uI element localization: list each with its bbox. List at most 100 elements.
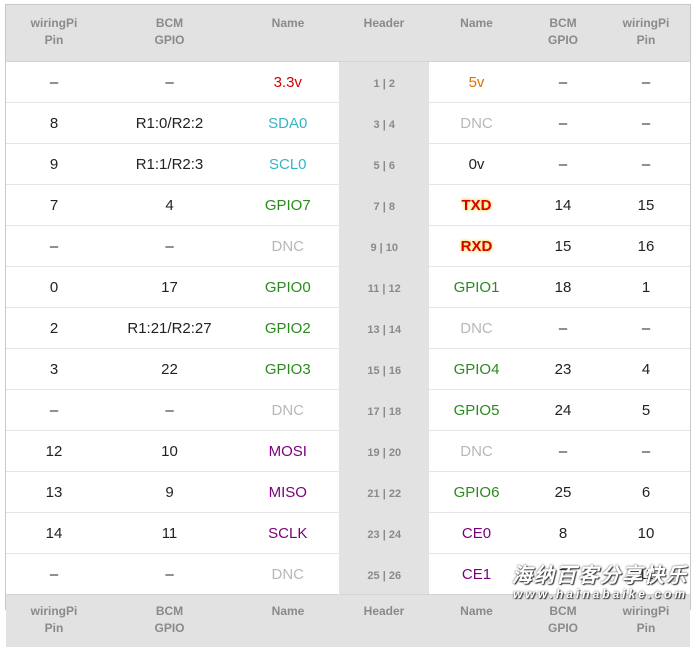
right-pin-name-cell: 5v [429, 62, 524, 103]
right-bcm-gpio-cell: 18 [524, 267, 602, 308]
col-header-right-name: Name [429, 5, 524, 62]
left-wiringpi-pin-cell: 3 [6, 349, 102, 390]
left-bcm-gpio-cell: – [102, 226, 237, 267]
right-pin-name-cell: GPIO5 [429, 390, 524, 431]
pinout-table: wiringPi Pin BCM GPIO Name Header Name B… [6, 5, 690, 647]
right-wiringpi-pin-cell: – [602, 62, 690, 103]
right-bcm-gpio-cell: 14 [524, 185, 602, 226]
right-wiringpi-pin-cell: – [602, 144, 690, 185]
header-pin-cell: 3 | 4 [339, 103, 429, 144]
left-wiringpi-pin-cell: 7 [6, 185, 102, 226]
left-pin-name-cell: DNC [237, 390, 339, 431]
header-pin-cell: 19 | 20 [339, 431, 429, 472]
watermark-text: 海纳百客分享快乐 [512, 565, 688, 587]
header-row-top: wiringPi Pin BCM GPIO Name Header Name B… [6, 5, 690, 62]
footer-header-header: Header [339, 595, 429, 647]
right-bcm-gpio-cell: 15 [524, 226, 602, 267]
right-wiringpi-pin-cell: – [602, 103, 690, 144]
left-wiringpi-pin-cell: – [6, 62, 102, 103]
left-bcm-gpio-cell: 17 [102, 267, 237, 308]
right-pin-name-cell: DNC [429, 308, 524, 349]
footer-header-right-bcm-gpio: BCM GPIO [524, 595, 602, 647]
left-bcm-gpio-cell: 10 [102, 431, 237, 472]
right-wiringpi-pin-cell: 1 [602, 267, 690, 308]
header-pin-cell: 23 | 24 [339, 513, 429, 554]
right-bcm-gpio-cell: – [524, 103, 602, 144]
header-row-bottom: wiringPi Pin BCM GPIO Name Header Name B… [6, 595, 690, 647]
left-wiringpi-pin-cell: 14 [6, 513, 102, 554]
left-wiringpi-pin-cell: 8 [6, 103, 102, 144]
right-bcm-gpio-cell: – [524, 144, 602, 185]
footer-header-left-bcm-gpio: BCM GPIO [102, 595, 237, 647]
header-pin-cell: 11 | 12 [339, 267, 429, 308]
header-pin-cell: 7 | 8 [339, 185, 429, 226]
left-bcm-gpio-cell: – [102, 390, 237, 431]
right-wiringpi-pin-cell: 6 [602, 472, 690, 513]
header-pin-cell: 1 | 2 [339, 62, 429, 103]
left-wiringpi-pin-cell: 12 [6, 431, 102, 472]
header-pin-cell: 9 | 10 [339, 226, 429, 267]
right-wiringpi-pin-cell: – [602, 308, 690, 349]
left-pin-name-cell: 3.3v [237, 62, 339, 103]
right-wiringpi-pin-cell: – [602, 431, 690, 472]
right-bcm-gpio-cell: – [524, 62, 602, 103]
header-pin-cell: 17 | 18 [339, 390, 429, 431]
left-wiringpi-pin-cell: – [6, 554, 102, 595]
left-bcm-gpio-cell: 4 [102, 185, 237, 226]
left-wiringpi-pin-cell: – [6, 226, 102, 267]
right-bcm-gpio-cell: 24 [524, 390, 602, 431]
right-bcm-gpio-cell: 23 [524, 349, 602, 390]
right-bcm-gpio-cell: 8 [524, 513, 602, 554]
left-bcm-gpio-cell: R1:0/R2:2 [102, 103, 237, 144]
col-header-left-bcm-gpio: BCM GPIO [102, 5, 237, 62]
left-pin-name-cell: DNC [237, 554, 339, 595]
left-wiringpi-pin-cell: – [6, 390, 102, 431]
right-bcm-gpio-cell: – [524, 431, 602, 472]
left-pin-name-cell: SCLK [237, 513, 339, 554]
right-pin-name-cell: RXD [429, 226, 524, 267]
header-pin-cell: 25 | 26 [339, 554, 429, 595]
right-pin-name-cell: DNC [429, 431, 524, 472]
right-pin-name-cell: CE0 [429, 513, 524, 554]
footer-header-left-wiringpi-pin: wiringPi Pin [6, 595, 102, 647]
left-bcm-gpio-cell: – [102, 554, 237, 595]
right-pin-name-cell: CE1 [429, 554, 524, 595]
left-pin-name-cell: GPIO0 [237, 267, 339, 308]
left-bcm-gpio-cell: – [102, 62, 237, 103]
right-bcm-gpio-cell: 25 [524, 472, 602, 513]
left-pin-name-cell: GPIO7 [237, 185, 339, 226]
left-wiringpi-pin-cell: 9 [6, 144, 102, 185]
right-wiringpi-pin-cell: 15 [602, 185, 690, 226]
left-wiringpi-pin-cell: 0 [6, 267, 102, 308]
right-bcm-gpio-cell: – [524, 308, 602, 349]
left-bcm-gpio-cell: R1:21/R2:27 [102, 308, 237, 349]
left-pin-name-cell: GPIO3 [237, 349, 339, 390]
right-pin-name-cell: 0v [429, 144, 524, 185]
left-bcm-gpio-cell: R1:1/R2:3 [102, 144, 237, 185]
right-wiringpi-pin-cell: 4 [602, 349, 690, 390]
watermark-url: www.hainabaike.com [512, 587, 688, 601]
col-header-left-wiringpi-pin: wiringPi Pin [6, 5, 102, 62]
pinout-table-container: wiringPi Pin BCM GPIO Name Header Name B… [5, 4, 691, 610]
left-wiringpi-pin-cell: 2 [6, 308, 102, 349]
col-header-right-wiringpi-pin: wiringPi Pin [602, 5, 690, 62]
right-wiringpi-pin-cell: 10 [602, 513, 690, 554]
left-pin-name-cell: MISO [237, 472, 339, 513]
footer-header-left-name: Name [237, 595, 339, 647]
left-bcm-gpio-cell: 9 [102, 472, 237, 513]
left-pin-name-cell: GPIO2 [237, 308, 339, 349]
footer-header-right-wiringpi-pin: wiringPi Pin [602, 595, 690, 647]
left-pin-name-cell: MOSI [237, 431, 339, 472]
header-pin-cell: 5 | 6 [339, 144, 429, 185]
col-header-left-name: Name [237, 5, 339, 62]
col-header-header: Header [339, 5, 429, 62]
